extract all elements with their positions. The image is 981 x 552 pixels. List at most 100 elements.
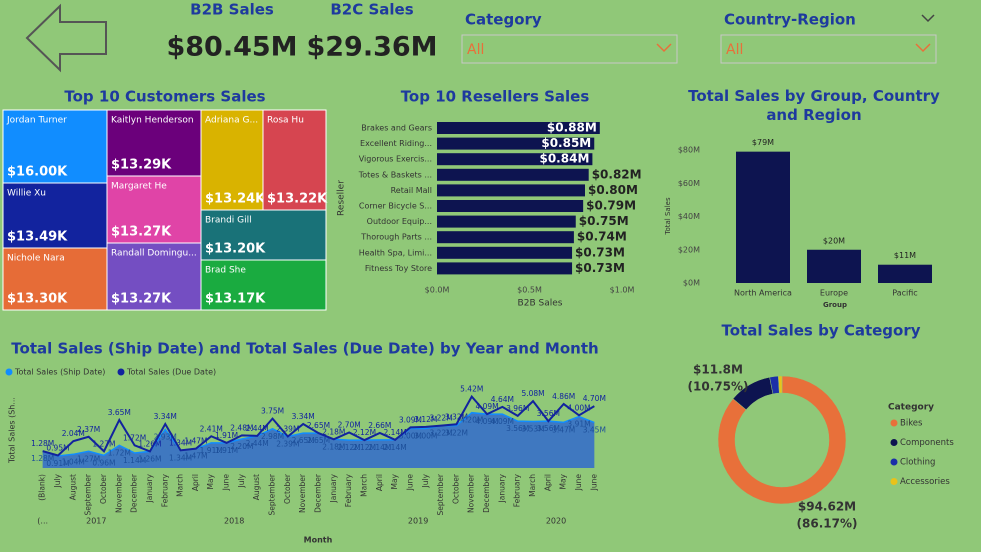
x-tick-label: April [375, 474, 384, 491]
y-axis-title: Reseller [337, 180, 347, 216]
tile-label: Nichole Nara [7, 254, 65, 264]
x-tick-label: $1.0M [610, 286, 635, 295]
tile-value: $13.17K [205, 292, 266, 307]
year-label: 2019 [408, 517, 428, 526]
legend-marker [890, 478, 898, 485]
slicer-box[interactable] [461, 34, 678, 64]
data-label: $0.73M [575, 245, 625, 259]
data-label: $0.73M [575, 261, 625, 275]
treemap-tile [262, 109, 327, 211]
chevron[interactable] [915, 43, 931, 53]
bar [437, 246, 573, 259]
data-label: 2.14M [368, 443, 391, 452]
slicer-box[interactable] [720, 34, 937, 64]
data-label: 3.22M [430, 429, 453, 438]
data-label: 3.56M [537, 409, 560, 418]
tile-value: $13.30K [7, 292, 68, 307]
data-label: 2.14M [384, 428, 407, 437]
legend-title: Category [888, 403, 934, 413]
legend-marker [890, 419, 898, 427]
bar [437, 122, 600, 134]
year-label: (... [37, 517, 48, 526]
bar [878, 264, 932, 283]
tile-label: Brandi Gill [205, 216, 252, 226]
data-label: 3.32M [445, 412, 468, 421]
data-label: 2.14M [384, 443, 407, 452]
x-tick-label: June [405, 474, 414, 492]
slicer-selection[interactable]: All [726, 42, 743, 58]
y-tick-label: Excellent Riding... [360, 139, 432, 148]
data-label: $94.62M [798, 500, 856, 514]
x-tick-label: February [344, 473, 353, 507]
x-tick-label: August [252, 474, 261, 500]
x-tick-label: September [84, 473, 93, 515]
legend-label: Bikes [900, 419, 923, 429]
x-tick-label: November [467, 473, 476, 513]
data-label: 2.04M [62, 429, 85, 438]
tile-label: Randall Domingu... [111, 249, 197, 259]
data-label: 2.37M [77, 425, 100, 434]
data-label: 3.56M [537, 424, 560, 433]
tile-value: $13.20K [205, 242, 266, 257]
y-tick-label: Outdoor Equip... [367, 217, 432, 226]
chart-title: Top 10 Resellers Sales [401, 88, 590, 106]
data-label: 4.86M [552, 392, 575, 401]
data-label: 2.48M [230, 423, 253, 432]
x-tick-label: June [589, 474, 598, 492]
y-tick-label: $80M [678, 146, 700, 155]
data-label: 4.64M [491, 395, 514, 404]
x-tick-label: December [130, 473, 139, 513]
x-tick-label: June [222, 474, 231, 492]
chart-title: Total Sales by Group, Country and Region [688, 87, 940, 124]
data-label: 3.00M [399, 432, 422, 441]
data-label: 3.34M [154, 412, 177, 421]
tile-value: $13.27K [111, 225, 172, 240]
treemap-tile [106, 109, 202, 177]
area [42, 412, 595, 468]
tile-label: Rosa Hu [267, 116, 304, 126]
tile-label: Margaret He [111, 182, 167, 192]
chevron[interactable] [921, 14, 935, 23]
chart-title: Total Sales (Ship Date) and Total Sales … [11, 340, 598, 358]
data-label: $0.75M [579, 214, 629, 228]
data-label: 1.47M [184, 437, 207, 446]
data-label: 2.98M [261, 432, 284, 441]
back-arrow[interactable] [25, 3, 107, 73]
data-label: 1.26M [138, 454, 161, 463]
card-value: $29.36M [306, 32, 437, 63]
tile-value: $13.27K [111, 292, 172, 307]
x-tick-label: January [497, 473, 506, 503]
data-label: 4.09M [491, 417, 514, 426]
x-tick-label: September [436, 473, 445, 515]
data-label: 3.00M [414, 432, 437, 441]
y-tick-label: Retail Mall [391, 186, 432, 195]
bar [437, 137, 595, 150]
data-label: $0.79M [586, 199, 636, 213]
data-label: 2.12M [338, 443, 361, 452]
data-label: 3.22M [445, 429, 468, 438]
y-tick-label: Corner Bicycle S... [359, 202, 432, 211]
data-label: 3.56M [506, 424, 529, 433]
tile-value: $13.29K [111, 158, 172, 173]
chevron[interactable] [656, 43, 672, 53]
treemap-tile [200, 259, 327, 311]
x-tick-label: October [99, 473, 108, 504]
data-label: $11.8M [693, 363, 743, 377]
x-tick-label: December [314, 473, 323, 513]
data-label: 1.47M [184, 452, 207, 461]
data-label: 3.65M [108, 408, 131, 417]
data-label: 0.95M [46, 443, 69, 452]
legend-marker [890, 458, 898, 466]
x-tick-label: August [68, 474, 77, 500]
x-tick-label: July [421, 473, 430, 488]
slicer-selection[interactable]: All [467, 42, 484, 58]
y-axis-title: Total Sales [664, 197, 672, 236]
data-label: 3.09M [399, 415, 422, 424]
x-tick-label: October [283, 473, 292, 504]
data-label: 3.91M [567, 420, 590, 429]
data-label: 2.20M [230, 442, 253, 451]
bar [437, 153, 593, 166]
data-label: 1.34M [169, 438, 192, 447]
x-tick-label: September [268, 473, 277, 515]
